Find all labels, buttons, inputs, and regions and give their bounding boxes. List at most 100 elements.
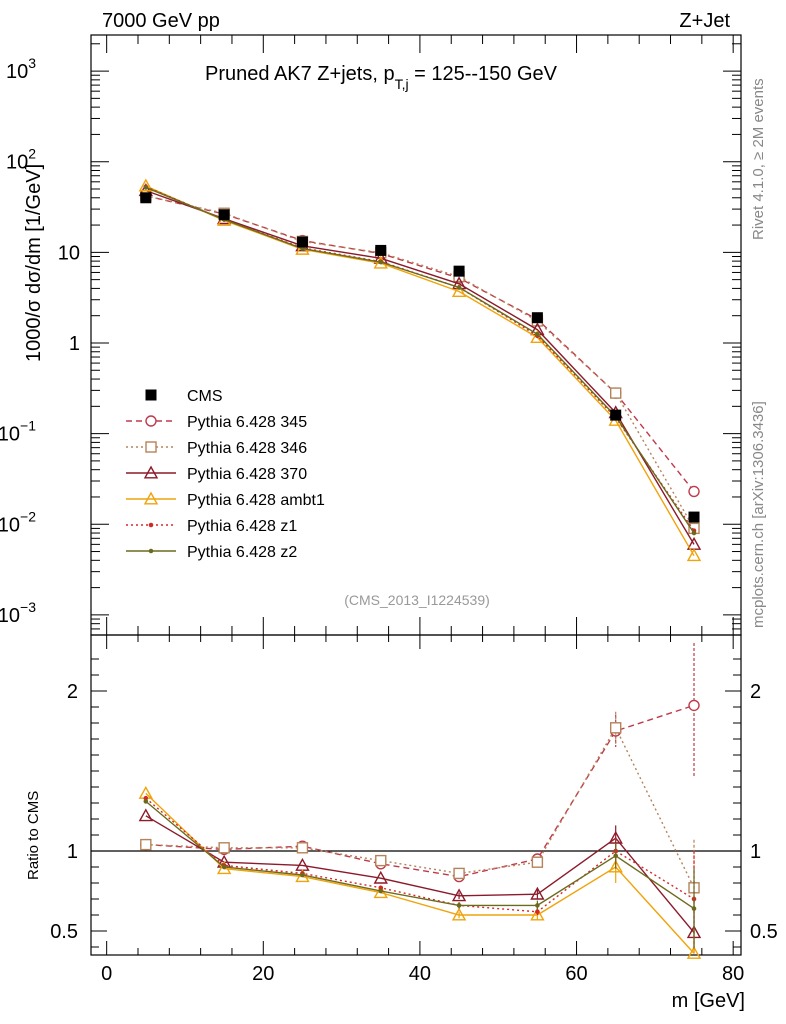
y-tick-label: 10 (58, 242, 80, 264)
ratio-y-tick-label-right: 2 (750, 681, 761, 703)
series-marker (686, 548, 702, 562)
energy-label: 7000 GeV pp (102, 10, 220, 32)
legend-marker (148, 548, 154, 554)
ratio-marker (609, 722, 622, 734)
x-tick-label: 0 (101, 963, 112, 985)
series-line (145, 186, 695, 534)
series-marker (691, 530, 697, 536)
legend-marker (145, 441, 157, 453)
legend-label: Pythia 6.428 370 (187, 466, 307, 483)
series-marker (609, 387, 622, 399)
ratio-marker (531, 856, 544, 868)
legend-label: Pythia 6.428 z2 (187, 544, 297, 561)
x-tick-label: 20 (252, 963, 274, 985)
main-panel: 10−3 10−2 10−1 1 10 102 103 (0, 34, 742, 636)
series-line (145, 185, 695, 557)
legend-marker (143, 491, 159, 505)
mcplots-label: mcplots.cern.ch [arXiv:1306.3436] (750, 401, 767, 628)
y-tick-label: 103 (6, 55, 36, 83)
legend-marker (143, 465, 159, 479)
ratio-marker (453, 867, 465, 880)
cms-marker (453, 265, 465, 277)
ratio-y-axis-label: Ratio to CMS (25, 791, 42, 880)
legend-marker (145, 415, 157, 427)
process-label: Z+Jet (679, 10, 730, 32)
x-tick-label: 80 (722, 963, 744, 985)
ratio-plot-frame (90, 634, 742, 956)
legend-label: Pythia 6.428 345 (187, 414, 307, 431)
cms-marker (296, 236, 308, 248)
ratio-marker (375, 854, 387, 867)
ratio-marker (451, 888, 467, 902)
y-tick-label: 102 (6, 146, 36, 174)
ratio-line (145, 704, 695, 878)
ratio-marker (530, 886, 545, 900)
ratio-y-tick-label-right: 0.5 (750, 921, 778, 943)
series-marker (138, 178, 154, 192)
ratio-marker (451, 907, 467, 921)
series-marker (143, 185, 149, 190)
ratio-marker (140, 838, 152, 851)
plot-title-main: Pruned AK7 Z+jets, p (205, 63, 395, 85)
ratio-marker (613, 853, 618, 859)
ratio-line (145, 815, 695, 934)
ratio-y-tick-label: 2 (67, 681, 78, 703)
plot-title-subscript: T,j (395, 76, 409, 92)
ratio-marker (686, 945, 702, 959)
legend-label: Pythia 6.428 346 (187, 440, 307, 457)
series-marker (688, 485, 700, 498)
cms-marker (610, 409, 622, 421)
series-line (145, 195, 695, 492)
ratio-marker (691, 906, 697, 911)
series-marker (378, 259, 384, 265)
rivet-version-label: Rivet 4.1.0, ≥ 2M events (750, 78, 767, 240)
legend-label: Pythia 6.428 ambt1 (187, 492, 325, 509)
y-tick-label: 1 (69, 333, 80, 355)
ratio-marker (535, 909, 540, 915)
y-tick-label: 10−2 (0, 508, 36, 536)
legend-marker (145, 389, 157, 401)
cms-marker (218, 209, 230, 221)
ratio-marker (296, 842, 309, 854)
legend-label: CMS (187, 388, 223, 405)
series-5-ratio (143, 799, 697, 949)
y-tick-label: 10−3 (0, 599, 36, 627)
legend-marker (148, 522, 154, 528)
x-axis-label: m [GeV] (672, 990, 745, 1012)
ratio-marker (378, 888, 384, 894)
series-marker (456, 285, 462, 290)
cms-marker (375, 244, 387, 256)
ratio-y-tick-label: 1 (67, 841, 78, 863)
main-y-axis-label: 1000/σ dσ/dm [1/GeV] (23, 164, 45, 362)
series-marker (535, 331, 540, 337)
cms-marker (688, 511, 700, 523)
ratio-marker (535, 903, 540, 908)
ratio-marker (218, 842, 230, 854)
series-marker (451, 284, 467, 297)
cms-marker (531, 312, 543, 324)
ratio-line (145, 792, 695, 954)
ratio-y-tick-label-right: 1 (750, 841, 761, 863)
analysis-id: (CMS_2013_I1224539) (344, 592, 490, 608)
x-tick-label: 40 (409, 963, 431, 985)
ratio-marker (456, 903, 462, 908)
series-line (145, 189, 695, 545)
ratio-panel: 0 20 40 60 80 0.5 0.5 1 1 2 2 (50, 634, 778, 985)
ratio-marker (143, 799, 149, 804)
ratio-marker (688, 699, 700, 712)
cms-data-points (140, 192, 700, 523)
ratio-marker (300, 872, 305, 878)
ratio-line (145, 797, 695, 913)
ratio-marker (530, 907, 545, 921)
legend: CMS Pythia 6.428 345 Pythia 6.428 346 Pythi… (126, 388, 325, 561)
cms-marker (140, 192, 152, 204)
y-tick-label: 10−1 (0, 418, 36, 446)
ratio-marker (221, 864, 227, 870)
plot-title-tail: = 125--150 GeV (409, 63, 558, 85)
ratio-marker (373, 870, 388, 884)
x-tick-label: 60 (565, 963, 587, 985)
ratio-line (145, 726, 695, 889)
plot-title: Pruned AK7 Z+jets, pT,j = 125--150 GeV (205, 63, 558, 92)
